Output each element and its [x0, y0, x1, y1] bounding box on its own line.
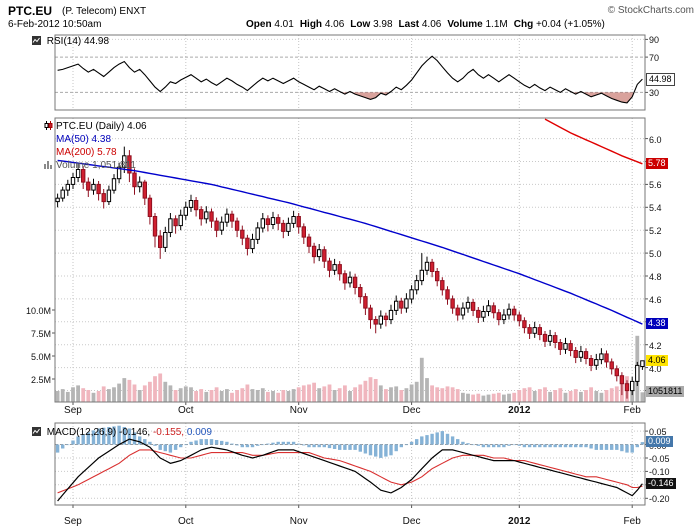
legend-label: MA(200) 5.78	[56, 147, 117, 158]
month-label: Feb	[623, 516, 641, 527]
last-price-badge: 4.06	[646, 354, 668, 366]
quote-label: Volume	[447, 19, 486, 30]
price-tick-label: 4.2	[649, 340, 662, 351]
month-label: Oct	[178, 516, 194, 527]
legend-row: MA(50) 4.38	[44, 134, 147, 146]
month-label: Nov	[289, 516, 308, 527]
volume-value-badge: 1051811	[646, 386, 685, 398]
month-label: 2012	[508, 516, 531, 527]
macd-line-value: -0.146,	[119, 427, 151, 438]
macd-legend: MACD(12,26,9) -0.146, -0.155, 0.009	[32, 427, 212, 438]
macd-tick-label: -0.10	[649, 467, 670, 478]
macd-hist-value: 0.009	[186, 427, 212, 438]
month-label: 2012	[508, 405, 531, 416]
volume-tick-label: 7.5M	[30, 329, 51, 339]
volume-tick-label: 10.0M	[25, 306, 51, 316]
quote-line: Open 4.01 High 4.06 Low 3.98 Last 4.06 Volum…	[246, 19, 611, 30]
month-label: Oct	[178, 405, 194, 416]
quote-value: 4.01	[274, 19, 294, 30]
quote-label: High	[299, 19, 325, 30]
month-label: Sep	[64, 405, 82, 416]
macd-label: MACD(12,26,9)	[46, 427, 117, 438]
legend-row: PTC.EU (Daily) 4.06	[44, 121, 147, 133]
month-label: Sep	[64, 516, 82, 527]
volume-bars-icon	[44, 160, 53, 169]
month-label: Dec	[402, 516, 421, 527]
price-tick-label: 5.2	[649, 226, 662, 237]
rsi-legend: RSI(14) 44.98	[32, 36, 110, 47]
legend-label: PTC.EU (Daily) 4.06	[56, 121, 147, 132]
quote-label: Open	[246, 19, 275, 30]
macd-signal-value: -0.155,	[152, 427, 185, 438]
quote-label: Low	[350, 19, 374, 30]
legend-label: MA(50) 4.38	[56, 134, 112, 145]
volume-tick-label: 5.0M	[30, 352, 51, 362]
macd-tick-label: -0.20	[649, 494, 670, 505]
legend-label: Volume 1,051,811	[56, 160, 136, 171]
company-name: (P. Telecom) ENXT	[62, 6, 147, 17]
quote-value: 4.06	[421, 19, 442, 30]
price-tick-label: 5.6	[649, 180, 662, 191]
rsi-tick-label: 70	[649, 53, 660, 64]
chart-datetime: 6-Feb-2012 10:50am	[8, 19, 102, 30]
quote-label: Last	[398, 19, 422, 30]
candlestick-icon	[44, 121, 53, 130]
ticker-symbol: PTC.EU	[8, 4, 53, 18]
quote-value: 1.1M	[485, 19, 508, 30]
ma50-value-badge: 4.38	[646, 318, 668, 330]
price-tick-label: 5.0	[649, 249, 662, 260]
quote-label: Chg	[513, 19, 536, 30]
volume-tick-label: 2.5M	[30, 375, 51, 385]
quote-value: +0.04 (+1.05%)	[535, 19, 605, 30]
macd-tick-label: -0.05	[649, 453, 670, 464]
macd-hist-badge: 0.009	[646, 436, 673, 448]
price-tick-label: 4.8	[649, 272, 662, 283]
indicator-line-icon	[32, 427, 41, 436]
ma200-value-badge: 5.78	[646, 157, 668, 169]
macd-tick-label: 0.05	[649, 427, 667, 438]
rsi-label: RSI(14) 44.98	[46, 36, 110, 47]
month-label: Dec	[402, 405, 421, 416]
quote-value: 3.98	[373, 19, 393, 30]
indicator-line-icon	[32, 36, 41, 45]
quote-value: 4.06	[324, 19, 345, 30]
price-tick-label: 4.0	[649, 363, 662, 374]
price-tick-label: 4.6	[649, 294, 662, 305]
rsi-tick-label: 90	[649, 35, 660, 46]
month-label: Feb	[623, 405, 641, 416]
month-label: Nov	[289, 405, 308, 416]
macd-value-badge: -0.146	[646, 477, 676, 489]
price-tick-label: 5.4	[649, 203, 662, 214]
price-legend: PTC.EU (Daily) 4.06 MA(50) 4.38 MA(200) 5.…	[44, 121, 147, 173]
price-tick-label: 6.0	[649, 134, 662, 145]
rsi-value-badge: 44.98	[646, 73, 675, 87]
legend-row: MA(200) 5.78	[44, 147, 147, 159]
legend-row: Volume 1,051,811	[44, 160, 147, 172]
rsi-tick-label: 30	[649, 88, 660, 99]
copyright: © StockCharts.com	[607, 5, 694, 16]
